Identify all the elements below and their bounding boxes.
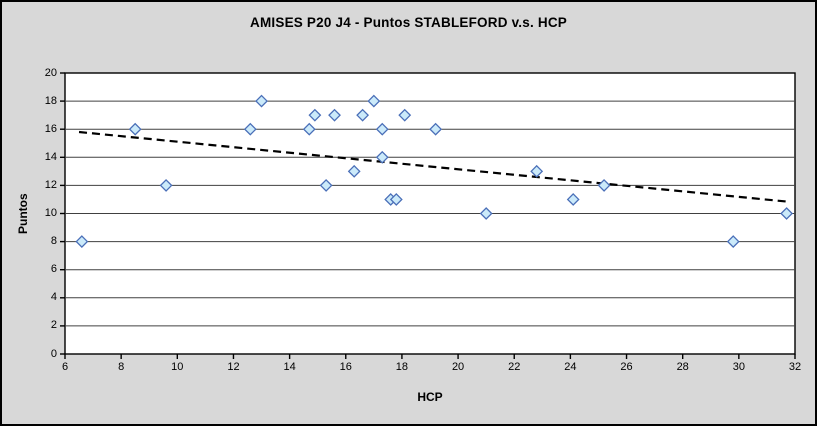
y-tick-label: 16 [44,122,57,135]
x-tick-label: 10 [171,361,184,373]
y-tick-label: 10 [44,207,57,219]
data-point-marker [780,207,793,220]
x-tick-label: 6 [61,361,69,373]
x-tick-label: 22 [508,361,521,373]
data-point-marker [389,193,403,206]
data-point-marker [375,122,389,136]
x-tick-label: 26 [620,361,633,373]
y-tick-label: 20 [44,66,57,79]
data-point-marker [429,122,443,136]
x-tick-label: 24 [564,361,577,373]
data-point-marker [308,108,322,122]
y-tick-label: 6 [50,263,57,276]
trendline [78,130,787,203]
data-point-marker [375,150,389,164]
data-point-marker [398,108,412,122]
x-tick-label: 16 [339,361,352,373]
data-point-marker [347,164,361,178]
x-tick-label: 12 [227,361,240,373]
x-tick-label: 18 [395,361,409,373]
y-tick-label: 4 [50,291,57,304]
data-point-marker [243,122,257,136]
data-point-marker [367,94,381,108]
y-tick-label: 2 [50,319,57,332]
y-tick-label: 14 [44,150,57,163]
x-tick-label: 30 [732,361,745,373]
x-tick-label: 8 [118,361,125,373]
y-tick-label: 8 [50,235,57,248]
data-point-marker [356,108,370,122]
data-point-marker [255,94,268,108]
data-point-marker [159,178,173,192]
data-point-marker [302,122,316,136]
data-point-marker [597,178,611,192]
data-point-marker [566,193,580,206]
y-tick-label: 12 [44,178,57,191]
data-point-marker [479,207,493,220]
x-tick-label: 14 [283,361,296,373]
x-axis-title: HCP [417,390,443,404]
chart-title: AMISES P20 J4 - Puntos STABLEFORD v.s. H… [250,15,567,30]
data-point-marker [328,108,341,122]
data-point-marker [726,235,740,249]
x-tick-label: 32 [788,361,802,373]
y-tick-label: 0 [50,347,57,360]
data-point-marker [128,122,142,136]
x-tick-label: 28 [676,361,689,373]
x-tick-label: 20 [451,361,465,373]
data-point-marker [530,164,544,178]
data-point-marker [319,178,333,192]
y-tick-label: 18 [44,94,57,107]
data-point-marker [75,235,89,249]
